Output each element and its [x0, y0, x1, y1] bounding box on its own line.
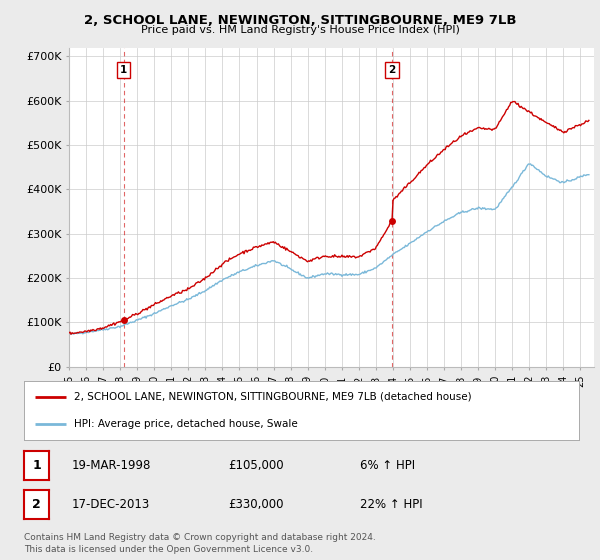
Text: 19-MAR-1998: 19-MAR-1998: [72, 459, 151, 472]
Text: 17-DEC-2013: 17-DEC-2013: [72, 498, 150, 511]
Text: 2: 2: [389, 65, 396, 75]
Text: Contains HM Land Registry data © Crown copyright and database right 2024.
This d: Contains HM Land Registry data © Crown c…: [24, 533, 376, 554]
Text: 2, SCHOOL LANE, NEWINGTON, SITTINGBOURNE, ME9 7LB (detached house): 2, SCHOOL LANE, NEWINGTON, SITTINGBOURNE…: [74, 391, 472, 402]
Text: 1: 1: [120, 65, 127, 75]
Text: HPI: Average price, detached house, Swale: HPI: Average price, detached house, Swal…: [74, 419, 298, 429]
Text: 2: 2: [32, 498, 41, 511]
Text: £330,000: £330,000: [228, 498, 284, 511]
Text: Price paid vs. HM Land Registry's House Price Index (HPI): Price paid vs. HM Land Registry's House …: [140, 25, 460, 35]
Text: 1: 1: [32, 459, 41, 472]
Text: £105,000: £105,000: [228, 459, 284, 472]
Text: 2, SCHOOL LANE, NEWINGTON, SITTINGBOURNE, ME9 7LB: 2, SCHOOL LANE, NEWINGTON, SITTINGBOURNE…: [84, 14, 516, 27]
Text: 22% ↑ HPI: 22% ↑ HPI: [360, 498, 422, 511]
Text: 6% ↑ HPI: 6% ↑ HPI: [360, 459, 415, 472]
